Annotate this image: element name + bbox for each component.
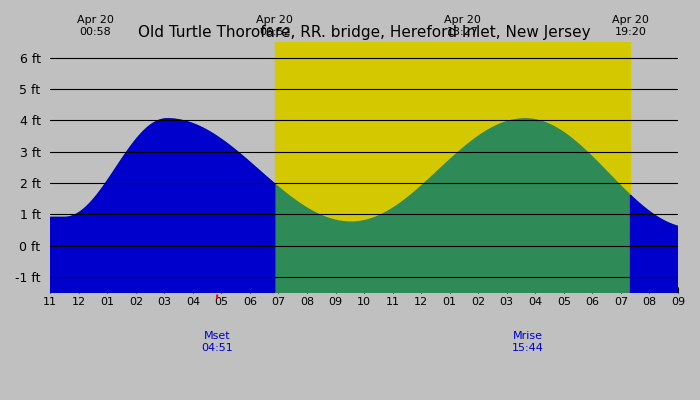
Polygon shape [50,119,692,292]
Text: Apr 20
00:58: Apr 20 00:58 [77,15,113,37]
Text: Apr 20
06:52: Apr 20 06:52 [256,15,293,37]
Text: Mrise
15:44: Mrise 15:44 [512,331,543,353]
Polygon shape [50,119,274,292]
Bar [275,42,630,292]
Text: Mset
04:51: Mset 04:51 [202,331,233,353]
Polygon shape [631,196,692,292]
Text: Apr 20
13:27: Apr 20 13:27 [444,15,481,37]
Text: Apr 20
19:20: Apr 20 19:20 [612,15,649,37]
Title: Old Turtle Thorofare, RR. bridge, Hereford Inlet, New Jersey: Old Turtle Thorofare, RR. bridge, Herefo… [138,25,590,40]
